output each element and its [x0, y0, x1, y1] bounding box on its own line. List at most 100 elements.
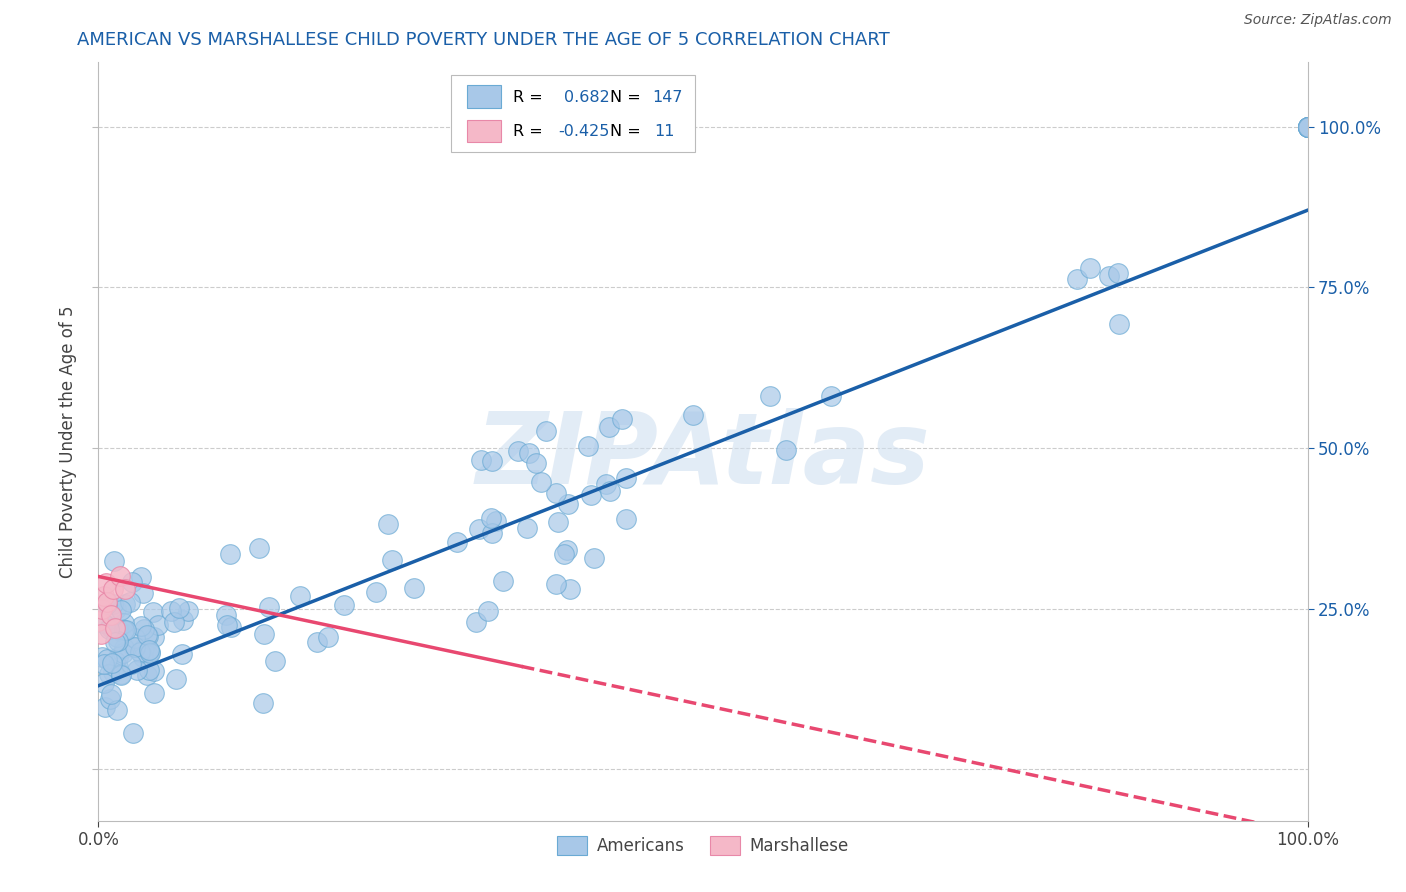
Point: [107, 659, 129, 673]
Point: [404, 581, 426, 595]
Point: [100, 619, 122, 633]
Point: [599, 483, 621, 498]
Point: [105, 630, 128, 644]
Text: -0.425: -0.425: [558, 124, 609, 139]
Point: [120, 657, 142, 671]
Point: [1296, 120, 1319, 134]
Point: [100, 607, 122, 622]
Point: [132, 586, 155, 600]
Point: [136, 648, 159, 662]
Point: [125, 663, 148, 677]
Point: [107, 622, 129, 636]
Point: [163, 615, 186, 629]
Point: [1078, 260, 1101, 275]
Point: [136, 629, 159, 643]
Point: [112, 615, 135, 630]
Point: [576, 439, 599, 453]
Point: [1296, 120, 1319, 134]
Point: [165, 672, 187, 686]
Point: [87, 615, 110, 629]
Point: [1296, 120, 1319, 134]
Point: [775, 443, 797, 458]
Point: [90, 627, 112, 641]
Point: [506, 443, 529, 458]
Point: [470, 453, 492, 467]
Point: [112, 646, 135, 660]
Point: [481, 526, 503, 541]
Point: [93, 657, 115, 671]
Point: [143, 630, 166, 644]
Point: [1296, 120, 1319, 134]
Point: [381, 553, 404, 567]
Point: [1296, 120, 1319, 134]
Bar: [467, 85, 501, 108]
Point: [1296, 120, 1319, 134]
Text: 11: 11: [655, 124, 675, 139]
Point: [1296, 120, 1319, 134]
Point: [98, 691, 121, 706]
Point: [1296, 120, 1319, 134]
Point: [1296, 120, 1319, 134]
Point: [112, 641, 135, 656]
Point: [121, 574, 143, 589]
Point: [516, 521, 538, 535]
Point: [90, 649, 112, 664]
Point: [288, 589, 311, 603]
Point: [110, 668, 132, 682]
Point: [481, 454, 503, 468]
Point: [477, 604, 499, 618]
Point: [1296, 120, 1319, 134]
Point: [252, 696, 274, 710]
Point: [159, 604, 181, 618]
Point: [1296, 120, 1319, 134]
Point: [96, 597, 118, 611]
Point: [132, 650, 155, 665]
Text: 0.682: 0.682: [564, 89, 610, 104]
Text: Source: ZipAtlas.com: Source: ZipAtlas.com: [1244, 13, 1392, 28]
Point: [142, 605, 165, 619]
Point: [553, 547, 575, 561]
Point: [1296, 120, 1319, 134]
Point: [1066, 272, 1088, 286]
Point: [305, 635, 328, 649]
Point: [142, 686, 165, 700]
Point: [101, 656, 124, 670]
Point: [364, 584, 387, 599]
Point: [1296, 120, 1319, 134]
Point: [105, 602, 128, 616]
Point: [138, 643, 160, 657]
Point: [136, 628, 159, 642]
Point: [172, 613, 194, 627]
Point: [169, 600, 191, 615]
Point: [91, 601, 114, 615]
Point: [129, 645, 152, 659]
Point: [112, 623, 135, 637]
Text: R =: R =: [513, 89, 543, 104]
Point: [94, 575, 117, 590]
Text: ZIPAtlas: ZIPAtlas: [475, 409, 931, 505]
Point: [118, 595, 141, 609]
Point: [316, 630, 339, 644]
Legend: Americans, Marshallese: Americans, Marshallese: [550, 829, 856, 862]
Point: [114, 582, 136, 597]
FancyBboxPatch shape: [451, 75, 695, 152]
Point: [110, 666, 132, 681]
Point: [104, 621, 127, 635]
Text: 147: 147: [652, 89, 683, 104]
Point: [598, 419, 620, 434]
Point: [544, 577, 567, 591]
Point: [547, 515, 569, 529]
Point: [595, 476, 617, 491]
Point: [107, 633, 129, 648]
Text: R =: R =: [513, 124, 543, 139]
Point: [100, 621, 122, 635]
Point: [446, 535, 468, 549]
Point: [247, 541, 270, 556]
Point: [97, 622, 120, 636]
Point: [479, 511, 502, 525]
Point: [217, 617, 239, 632]
Point: [1296, 120, 1319, 134]
Point: [492, 574, 515, 589]
Point: [1296, 120, 1319, 134]
Point: [93, 589, 115, 603]
